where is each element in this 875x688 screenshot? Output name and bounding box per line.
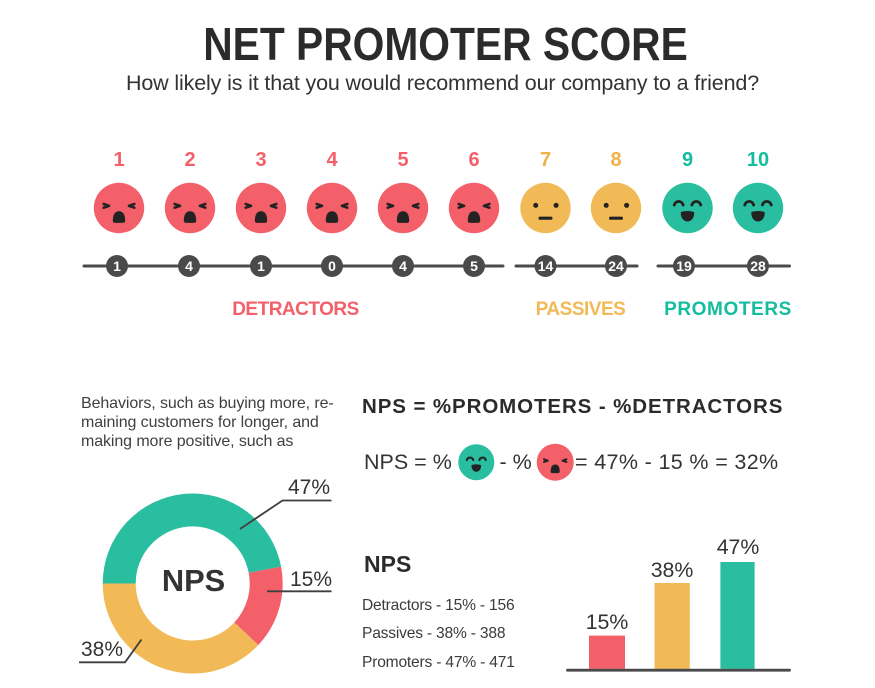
- svg-text:5: 5: [470, 258, 478, 274]
- svg-text:28: 28: [750, 258, 766, 274]
- svg-text:24: 24: [608, 258, 624, 274]
- svg-text:19: 19: [676, 258, 692, 274]
- svg-text:4: 4: [185, 258, 193, 274]
- svg-text:4: 4: [399, 258, 407, 274]
- svg-text:0: 0: [328, 258, 336, 274]
- svg-text:1: 1: [113, 258, 121, 274]
- svg-text:1: 1: [257, 258, 265, 274]
- svg-text:14: 14: [538, 258, 554, 274]
